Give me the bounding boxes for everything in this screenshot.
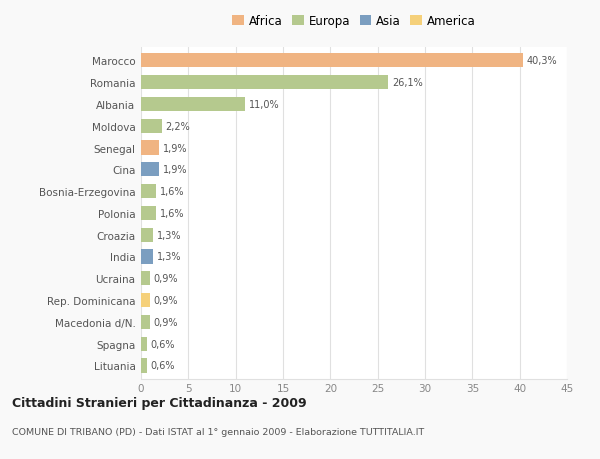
Text: 1,3%: 1,3% <box>157 230 182 240</box>
Text: 1,9%: 1,9% <box>163 165 187 175</box>
Text: 0,9%: 0,9% <box>154 274 178 284</box>
Text: 26,1%: 26,1% <box>392 78 422 88</box>
Text: 1,6%: 1,6% <box>160 208 184 218</box>
Text: 0,6%: 0,6% <box>151 361 175 370</box>
Legend: Africa, Europa, Asia, America: Africa, Europa, Asia, America <box>230 13 478 30</box>
Bar <box>141 185 156 199</box>
Bar <box>141 76 388 90</box>
Text: 11,0%: 11,0% <box>249 100 280 110</box>
Bar <box>141 228 154 242</box>
Text: 0,6%: 0,6% <box>151 339 175 349</box>
Bar <box>141 250 154 264</box>
Bar <box>141 98 245 112</box>
Bar <box>141 293 149 308</box>
Text: 1,9%: 1,9% <box>163 143 187 153</box>
Text: Cittadini Stranieri per Cittadinanza - 2009: Cittadini Stranieri per Cittadinanza - 2… <box>12 396 307 409</box>
Bar <box>141 119 162 134</box>
Bar <box>141 272 149 285</box>
Text: 2,2%: 2,2% <box>166 122 190 131</box>
Text: 1,3%: 1,3% <box>157 252 182 262</box>
Bar <box>141 54 523 68</box>
Bar <box>141 207 156 220</box>
Bar <box>141 358 146 373</box>
Bar <box>141 337 146 351</box>
Text: 0,9%: 0,9% <box>154 317 178 327</box>
Bar <box>141 141 159 155</box>
Text: COMUNE DI TRIBANO (PD) - Dati ISTAT al 1° gennaio 2009 - Elaborazione TUTTITALIA: COMUNE DI TRIBANO (PD) - Dati ISTAT al 1… <box>12 427 424 436</box>
Bar <box>141 163 159 177</box>
Text: 40,3%: 40,3% <box>526 56 557 66</box>
Text: 1,6%: 1,6% <box>160 187 184 197</box>
Bar <box>141 315 149 329</box>
Text: 0,9%: 0,9% <box>154 296 178 305</box>
